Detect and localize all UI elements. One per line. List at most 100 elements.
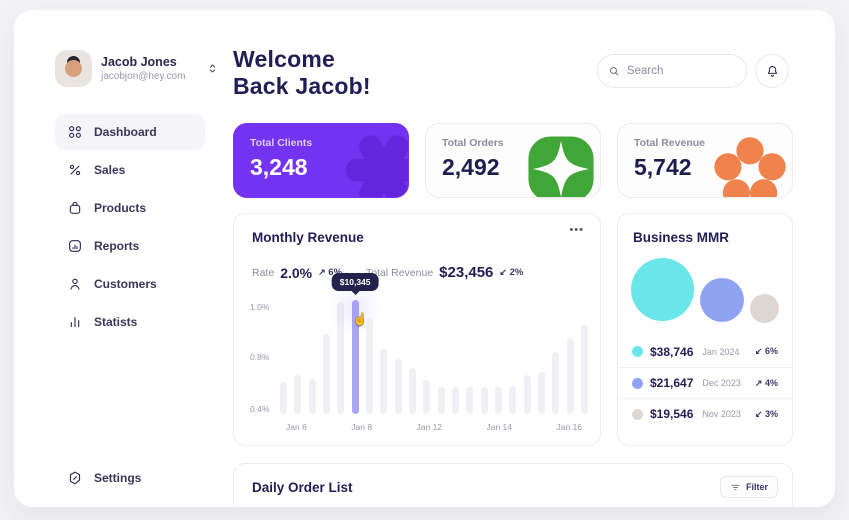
mmr-value: $21,647 [650,376,694,390]
stat-value: 2,492 [442,154,500,180]
mmr-period: Dec 2023 [702,378,741,388]
sidebar-item-label: Products [94,201,147,215]
stat-card-total-revenue: Total Revenue 5,742 [617,123,793,198]
total-revenue-label: Total Revenue [366,266,434,279]
business-mmr-panel: Business MMR $38,746 Jan 2024 ↙ 6% $21,6… [617,213,793,446]
hand-cursor-icon: ☝ [352,312,368,326]
chart-bar[interactable] [380,349,388,414]
sidebar-item-label: Sales [94,163,126,177]
chart-bar[interactable] [494,386,502,414]
sidebar-item-statists[interactable]: Statists [55,304,205,340]
stat-card-total-clients: Total Clients 3,248 [233,123,409,198]
stat-label: Total Revenue [634,137,705,149]
y-axis-tick: 0.8% [250,352,270,362]
filter-button-label: Filter [745,482,768,492]
filter-button[interactable]: Filter [719,476,778,498]
chart-bar[interactable] [322,334,330,414]
x-axis-tick: Jan 6 [286,422,307,432]
chart-bar[interactable] [537,371,545,414]
bell-icon [767,65,777,77]
sidebar-item-customers[interactable]: Customers [55,266,205,302]
stat-value: 3,248 [250,154,308,180]
y-axis-tick: 1.0% [250,302,270,312]
chart-bar[interactable] [365,318,373,414]
stat-label: Total Orders [442,137,504,149]
chart-bar[interactable] [523,375,531,414]
legend-dot [632,408,643,420]
profile-switcher[interactable]: Jacob Jones jacobjon@hey.com [55,50,219,87]
chart-bar[interactable] [423,379,431,414]
chart-bar[interactable] [294,375,302,414]
chart-bar[interactable] [437,386,445,414]
chart-bar[interactable] [337,302,345,414]
search-icon [610,67,619,76]
mmr-period: Jan 2024 [702,346,740,357]
rate-label: Rate [252,266,275,279]
x-axis-tick: Jan 14 [486,422,513,432]
mmr-value: $19,546 [650,407,694,421]
monthly-revenue-panel: Monthly Revenue ••• Rate 2.0% ↗ 6% Total… [233,213,601,446]
grid-icon [69,126,81,138]
stat-label: Total Clients [250,137,313,149]
legend-dot [632,346,643,357]
chart-bar[interactable] [580,325,588,414]
notifications-button[interactable] [755,54,789,88]
chart-bar[interactable] [466,386,474,414]
chart-bar[interactable] [480,386,488,414]
mmr-row: $19,546 Nov 2023 ↙ 3% [618,398,792,429]
x-axis-tick: Jan 12 [416,422,443,432]
percent-icon [69,164,81,176]
person-icon [70,278,80,290]
search-input[interactable] [626,65,736,77]
x-axis-tick: Jan 16 [556,422,582,432]
rate-change-badge: ↗ 6% [318,267,343,278]
bar-chart-icon [70,317,80,328]
panel-title: Daily Order List [252,480,353,495]
sidebar-item-products[interactable]: Products [55,190,205,226]
report-chart-icon [69,240,81,252]
sidebar-item-reports[interactable]: Reports [55,228,205,264]
filter-icon [731,484,740,490]
chart-bar[interactable] [308,378,316,414]
stat-card-total-orders: Total Orders 2,492 [425,123,601,198]
x-axis-tick: Jan 8 [351,422,373,432]
profile-name: Jacob Jones [101,55,177,69]
chart-tooltip: $10,345 [331,273,379,291]
chart-bar-highlighted[interactable]: $10,345 ☝ [331,273,379,414]
revenue-bar-chart: $10,345 ☝ [280,273,588,414]
legend-dot [632,377,643,389]
mmr-bubble-nov [750,294,779,323]
chart-bar[interactable] [280,382,287,414]
sidebar-nav: Dashboard Sales Products Reports Custome… [55,114,205,342]
revenue-stats-row: Rate 2.0% ↗ 6% Total Revenue $23,456 ↙ 2… [252,264,541,281]
rate-value: 2.0% [280,264,313,281]
page-title: Welcome Back Jacob! [233,46,371,99]
chart-bar[interactable] [552,352,560,414]
search-bar[interactable] [597,54,747,88]
sidebar-item-label: Statists [94,315,138,329]
mmr-legend: $38,746 Jan 2024 ↙ 6% $21,647 Dec 2023 ↗… [618,336,792,429]
chart-bar[interactable] [408,368,416,414]
y-axis-tick: 0.4% [250,404,270,414]
mmr-row: $21,647 Dec 2023 ↗ 4% [618,367,792,398]
total-revenue-value: $23,456 [439,264,494,281]
x-axis-ticks: Jan 6 Jan 8 Jan 12 Jan 14 Jan 16 [280,422,588,432]
chart-bar[interactable] [451,386,459,414]
sidebar-item-sales[interactable]: Sales [55,152,205,188]
mmr-period: Nov 2023 [702,409,741,419]
chart-bar[interactable] [566,337,574,414]
settings-icon [69,471,81,485]
stat-value: 5,742 [634,154,692,180]
mmr-bubble-dec [700,278,744,322]
more-menu-icon[interactable]: ••• [569,224,584,236]
chevron-up-down-icon[interactable] [206,62,219,75]
chart-bar[interactable] [394,359,402,414]
sidebar-item-settings[interactable]: Settings [55,460,205,496]
chart-bar[interactable] [509,385,517,414]
mmr-change-badge: ↗ 4% [754,377,778,388]
mmr-bubble-jan [631,258,694,321]
sidebar-item-label: Dashboard [94,125,157,139]
mmr-change-badge: ↙ 3% [754,408,778,419]
sidebar-item-dashboard[interactable]: Dashboard [55,114,205,150]
sidebar-item-label: Settings [94,471,142,485]
